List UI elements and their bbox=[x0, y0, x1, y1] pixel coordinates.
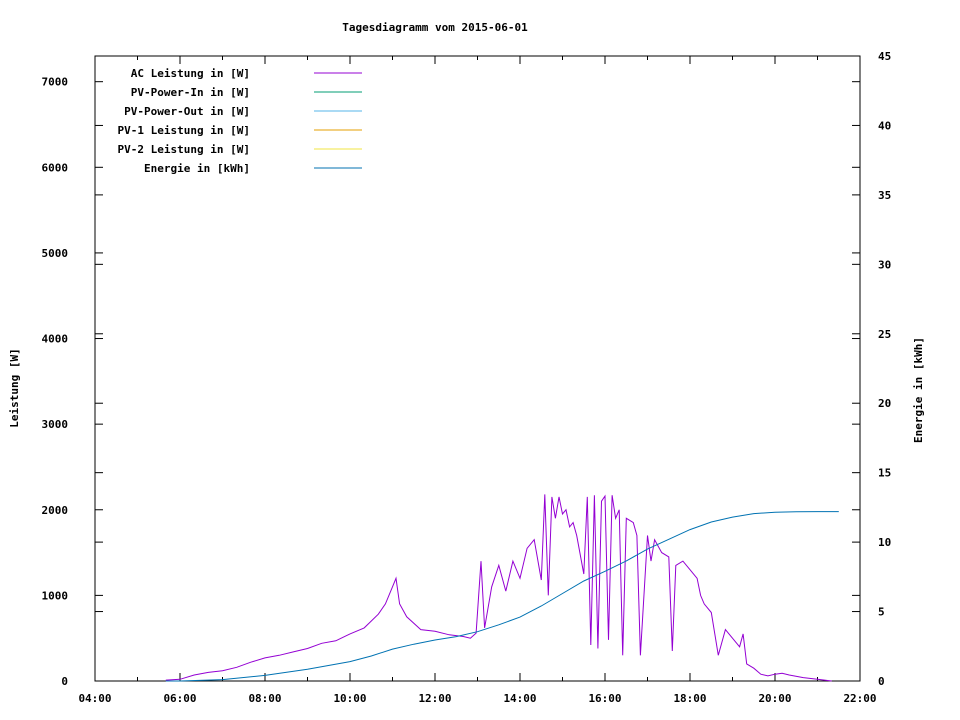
x-axis: 04:00 06:00 08:00 10:00 12:00 14:00 16:00 18:00… bbox=[78, 56, 877, 705]
x-tick-label: 22:00 bbox=[843, 692, 876, 705]
x-tick-label: 10:00 bbox=[333, 692, 366, 705]
x-tick-label: 20:00 bbox=[758, 692, 791, 705]
y2-tick-label: 15 bbox=[878, 467, 891, 480]
x-tick-label: 06:00 bbox=[163, 692, 196, 705]
x-tick-label: 04:00 bbox=[78, 692, 111, 705]
legend-label: AC Leistung in [W] bbox=[131, 67, 250, 80]
y-tick-label: 7000 bbox=[42, 76, 69, 89]
legend-label: PV-1 Leistung in [W] bbox=[118, 124, 250, 137]
legend-label: PV-Power-Out in [W] bbox=[124, 105, 250, 118]
legend-label: Energie in [kWh] bbox=[144, 162, 250, 175]
y2-tick-label: 45 bbox=[878, 50, 891, 63]
y2-tick-label: 0 bbox=[878, 675, 885, 688]
x-tick-label: 12:00 bbox=[418, 692, 451, 705]
y2-tick-label: 30 bbox=[878, 258, 891, 271]
y-axis-right: 0 5 10 15 20 25 30 35 40 45 bbox=[95, 50, 891, 688]
x-tick-label: 16:00 bbox=[588, 692, 621, 705]
x-tick-label: 14:00 bbox=[503, 692, 536, 705]
y2-tick-label: 35 bbox=[878, 189, 891, 202]
y2-tick-label: 40 bbox=[878, 119, 891, 132]
series-line-5 bbox=[165, 511, 839, 682]
series-line-0 bbox=[165, 494, 832, 682]
y-tick-label: 6000 bbox=[42, 161, 69, 174]
y-axis-left: 0 1000 2000 3000 4000 5000 6000 7000 bbox=[42, 76, 860, 688]
y-tick-label: 4000 bbox=[42, 333, 69, 346]
y2-axis-label: Energie in [kWh] bbox=[912, 337, 925, 443]
y-tick-label: 0 bbox=[61, 675, 68, 688]
y-axis-label: Leistung [W] bbox=[8, 348, 21, 427]
y-tick-label: 3000 bbox=[42, 418, 69, 431]
y-tick-label: 5000 bbox=[42, 247, 69, 260]
y2-tick-label: 10 bbox=[878, 536, 891, 549]
y2-tick-label: 20 bbox=[878, 397, 891, 410]
chart-title: Tagesdiagramm vom 2015-06-01 bbox=[342, 21, 528, 34]
x-tick-label: 18:00 bbox=[673, 692, 706, 705]
legend-label: PV-Power-In in [W] bbox=[131, 86, 250, 99]
series-layer bbox=[165, 494, 839, 682]
x-tick-label: 08:00 bbox=[248, 692, 281, 705]
legend-label: PV-2 Leistung in [W] bbox=[118, 143, 250, 156]
y-tick-label: 2000 bbox=[42, 504, 69, 517]
y2-tick-label: 25 bbox=[878, 328, 891, 341]
y2-tick-label: 5 bbox=[878, 606, 885, 619]
y-tick-label: 1000 bbox=[42, 589, 69, 602]
legend: AC Leistung in [W] PV-Power-In in [W] PV-P… bbox=[118, 67, 362, 175]
